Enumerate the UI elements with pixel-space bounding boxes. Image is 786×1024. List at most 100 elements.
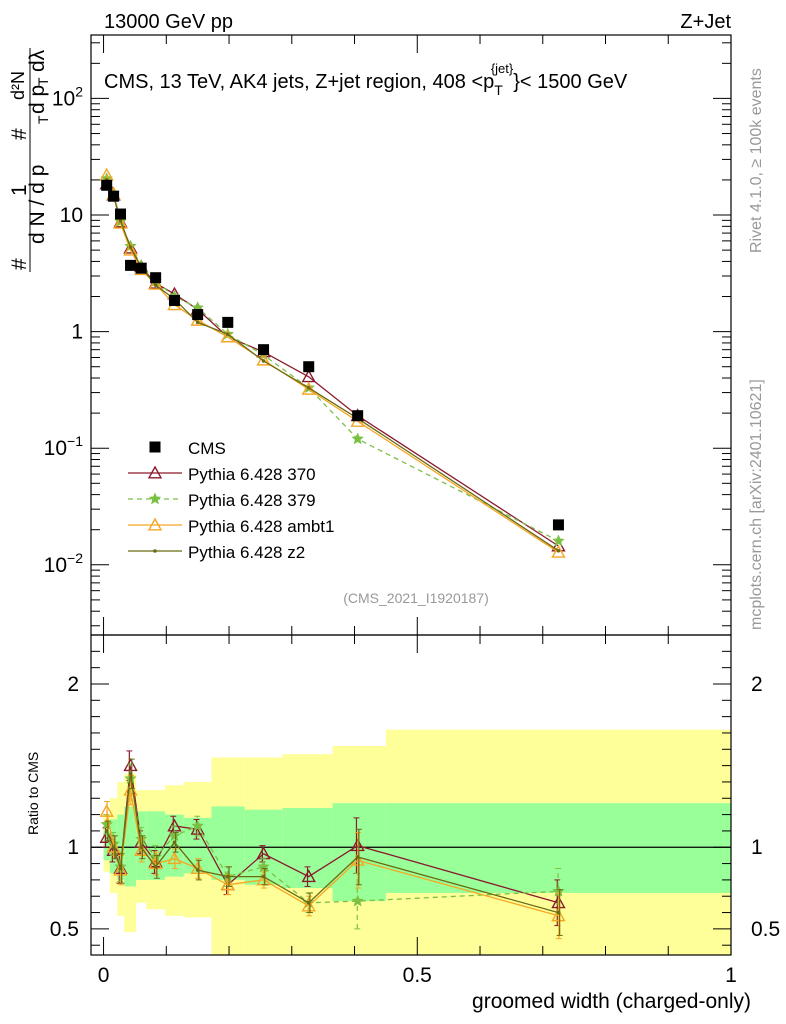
cms-data-point — [150, 272, 162, 284]
cms-data-point — [303, 361, 315, 373]
ratio-band-inner — [211, 806, 245, 880]
series-ambt1-ratio-point — [167, 851, 182, 865]
ratio-y-tick-label: 0.5 — [50, 918, 79, 941]
series-370-point — [123, 240, 138, 254]
series-z2-ratio-point — [261, 874, 266, 879]
x-tick-label: 1 — [725, 964, 737, 987]
series-ambt1-ratio-point — [301, 898, 316, 912]
series-379-ratio-point — [168, 829, 181, 842]
series-z2-ratio-point — [111, 845, 116, 850]
series-ambt1-ratio-point — [220, 877, 235, 891]
svg-text:T: T — [35, 115, 51, 124]
ratio-y-tick-label-right: 1 — [751, 836, 763, 859]
series-z2-point — [195, 320, 200, 325]
svg-text:d²N: d²N — [8, 71, 28, 100]
mcplots-label: mcplots.cern.ch [arXiv:2401.10621] — [748, 379, 765, 630]
series-z2-ratio-point — [139, 845, 143, 850]
legend-label: Pythia 6.428 z2 — [188, 543, 305, 562]
series-z2-ratio-point — [118, 866, 123, 871]
series-z2-point — [306, 385, 311, 390]
series-ambt1-ratio-point — [134, 843, 149, 857]
cms-data-point — [258, 344, 270, 356]
main-frame — [90, 34, 732, 636]
x-tick-label: 0 — [98, 964, 110, 987]
y-tick-label: 102 — [52, 83, 83, 110]
series-ambt1-line — [106, 174, 559, 553]
y-tick-label: 10 — [60, 204, 83, 227]
ratio-series-layer — [99, 750, 566, 940]
cms-data-point — [222, 316, 234, 328]
series-ambt1-point — [123, 242, 138, 256]
legend-cms-label: CMS — [188, 439, 226, 458]
cms-data-point — [552, 519, 564, 531]
cms-data-point — [192, 309, 204, 321]
ratio-y-label: Ratio to CMS — [25, 752, 41, 835]
cms-data-point — [101, 179, 113, 191]
plot-title: CMS, 13 TeV, AK4 jets, Z+jet region, 408… — [104, 61, 628, 98]
series-z2-ratio-point — [225, 874, 230, 879]
legend-marker — [148, 492, 162, 505]
series-ambt1-point — [113, 215, 128, 229]
x-axis-label: groomed width (charged-only) — [472, 990, 751, 1013]
main-series-layer — [99, 167, 566, 558]
series-379-ratio-point — [257, 860, 270, 873]
series-z2-ratio-point — [128, 771, 133, 776]
cms-data-point — [135, 262, 147, 274]
main-axes: 10−2 10−1 1 10 102 — [44, 35, 732, 635]
cms-data-point — [168, 294, 180, 306]
series-z2-point — [128, 245, 133, 249]
series-z2-ratio-point — [172, 840, 177, 845]
series-z2-ratio-point — [195, 868, 200, 872]
y-tick-label: 10−1 — [44, 433, 84, 460]
series-ambt1-point — [551, 544, 566, 558]
analysis-id: (CMS_2021_I1920187) — [343, 590, 489, 606]
series-ambt1-point — [148, 276, 163, 290]
legend-label: Pythia 6.428 ambt1 — [188, 517, 334, 536]
svg-text:1: 1 — [8, 184, 31, 196]
cms-data-layer — [101, 179, 564, 531]
ratio-y-tick-label-right: 2 — [751, 673, 763, 696]
series-ambt1-point — [301, 381, 316, 395]
series-379-ratio-point — [351, 894, 365, 907]
series-z2-ratio-point — [153, 865, 158, 869]
svg-text:#: # — [8, 128, 31, 140]
series-370-ratio-point — [301, 869, 316, 883]
ratio-band-inner — [124, 806, 137, 887]
legend-marker — [153, 549, 157, 553]
svg-text:dλ: dλ — [26, 49, 49, 72]
series-379-line — [106, 178, 559, 542]
series-ambt1-ratio-point — [99, 803, 114, 817]
cms-data-point — [125, 259, 137, 271]
legend-cms-marker — [149, 441, 161, 453]
series-z2-point — [261, 359, 266, 363]
series-379-point — [552, 534, 565, 547]
svg-text:d p: d p — [26, 85, 49, 114]
legend: CMS Pythia 6.428 370 Pythia 6.428 379 Pythi… — [128, 439, 334, 562]
svg-text:d N / d p: d N / d p — [26, 165, 49, 244]
series-ambt1-ratio-point — [106, 839, 121, 853]
cms-data-point — [108, 190, 120, 202]
series-z2-ratio-point — [556, 910, 561, 915]
ratio-y-tick-label: 2 — [67, 673, 79, 696]
series-379-ratio-point — [191, 819, 205, 832]
svg-text:T: T — [35, 77, 51, 86]
series-z2-point — [556, 548, 561, 553]
series-z2-point — [225, 332, 230, 337]
series-ambt1-ratio-point — [113, 862, 128, 876]
series-z2-line — [106, 179, 559, 552]
series-379-point — [351, 432, 365, 445]
header-left: 13000 GeV pp — [104, 11, 233, 33]
y-tick-label: 10−2 — [44, 550, 84, 577]
x-tick-label: 0.5 — [403, 964, 432, 987]
legend-label: Pythia 6.428 379 — [188, 491, 316, 510]
legend-marker — [147, 517, 163, 531]
y-axis-label: # d N / d p T d²N d p T dλ 1 # — [8, 48, 51, 272]
legend-label: Pythia 6.428 370 — [188, 465, 316, 484]
ratio-y-tick-label-right: 0.5 — [751, 918, 780, 941]
svg-text:#: # — [8, 258, 31, 270]
ratio-band-inner — [103, 830, 110, 861]
series-ambt1-ratio-point — [123, 782, 138, 796]
series-370-line — [106, 183, 559, 547]
series-z2-ratio-point — [104, 829, 109, 833]
